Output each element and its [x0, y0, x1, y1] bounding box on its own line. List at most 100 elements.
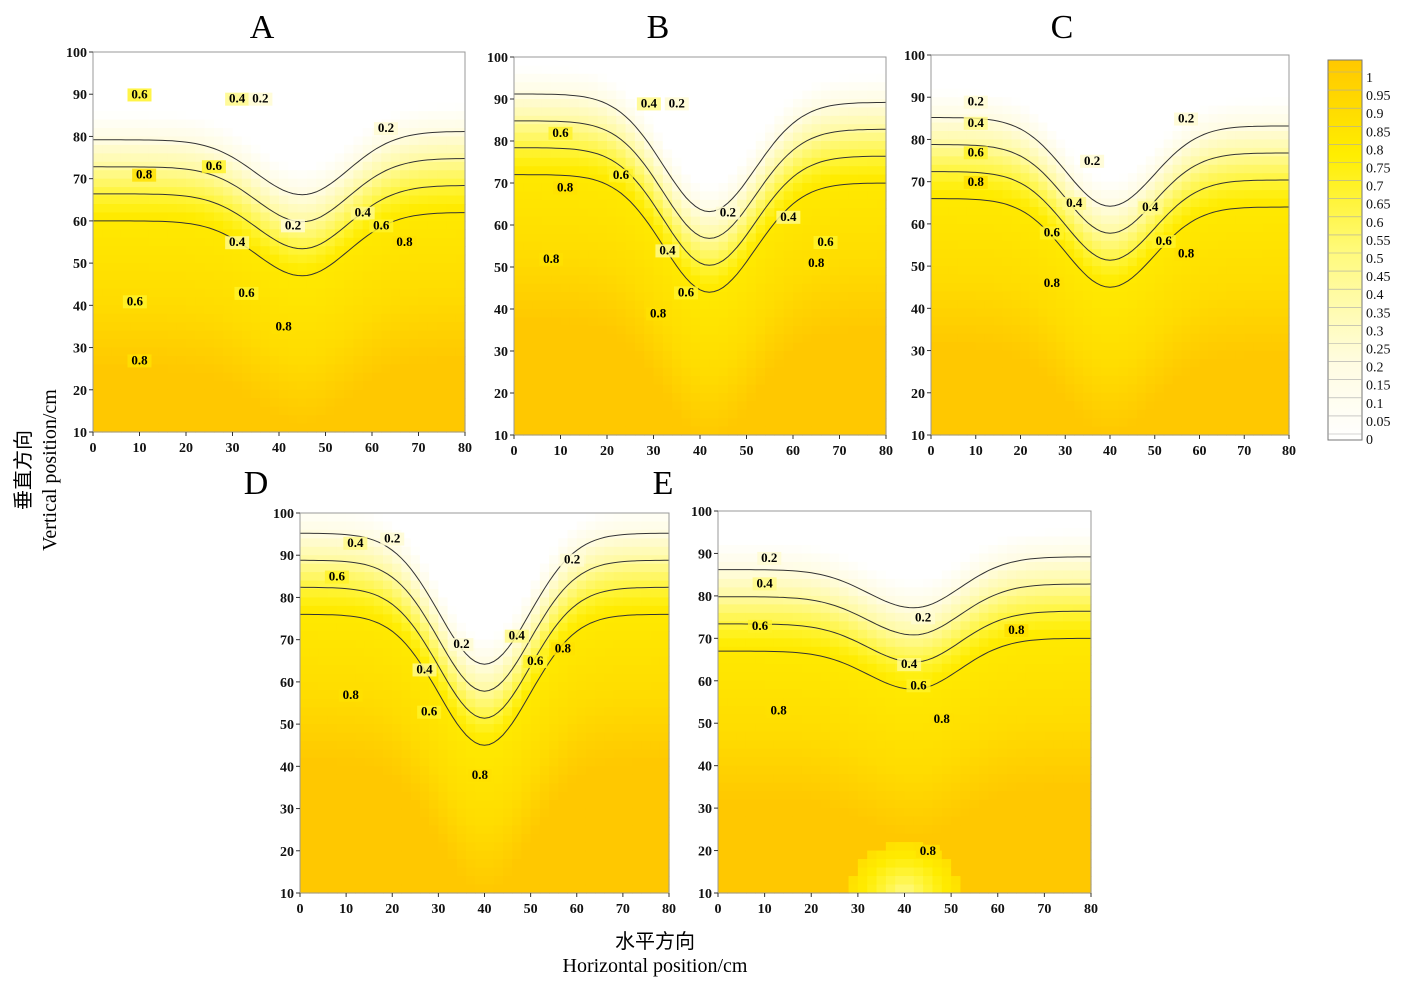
heat-cell [541, 90, 552, 100]
heat-cell [975, 266, 986, 276]
heat-cell [372, 288, 382, 298]
heat-cell [418, 271, 429, 281]
heat-cell [839, 208, 850, 218]
heat-cell [931, 131, 941, 141]
heat-cell [1127, 359, 1138, 369]
heat-cell [1101, 274, 1111, 284]
heat-cell [232, 153, 243, 163]
heat-cell [325, 398, 336, 408]
heat-cell [399, 187, 410, 197]
contour-label: 0.8 [396, 234, 413, 249]
heat-cell [634, 115, 645, 125]
heat-cell [1154, 283, 1165, 293]
heat-cell [579, 393, 589, 402]
heat-cell [737, 250, 748, 260]
heat-cell [130, 111, 141, 121]
heat-cell [213, 144, 224, 154]
heat-cell [1083, 308, 1093, 318]
heat-cell [241, 212, 252, 222]
heat-cell [232, 389, 243, 399]
heat-cell [381, 111, 392, 121]
heat-cell [316, 381, 327, 391]
heat-cell [867, 225, 878, 234]
heat-cell [876, 300, 887, 310]
heat-cell [1002, 350, 1013, 360]
heat-cell [662, 174, 673, 184]
heat-cell [1110, 342, 1120, 352]
heat-cell [437, 423, 447, 433]
heat-cell [353, 381, 364, 391]
heat-cell [839, 409, 850, 419]
heat-cell [195, 381, 206, 391]
heat-cell [931, 299, 941, 309]
heat-cell [858, 367, 868, 377]
heat-cell [260, 136, 271, 146]
heat-cell [718, 73, 729, 83]
heat-cell [1145, 190, 1156, 200]
heat-cell [1038, 215, 1048, 225]
heat-cell [975, 249, 986, 259]
heat-cell [597, 115, 608, 125]
heat-cell [93, 364, 103, 374]
heat-cell [204, 330, 215, 340]
heat-cell [325, 52, 336, 62]
heat-cell [616, 183, 627, 192]
heat-cell [111, 389, 122, 399]
heat-cell [1002, 375, 1013, 385]
contour-label-bg [127, 354, 152, 368]
heat-cell [653, 82, 664, 92]
heat-cell [362, 381, 373, 391]
heat-cell [1172, 308, 1183, 318]
heat-cell [279, 178, 289, 188]
heat-cell [737, 283, 748, 293]
heat-cell [681, 325, 692, 335]
heat-cell [186, 347, 196, 357]
heat-cell [269, 389, 280, 399]
heat-cell [1002, 139, 1013, 149]
heat-cell [700, 275, 710, 285]
heat-cell [993, 207, 1004, 217]
heat-cell [120, 77, 131, 87]
heat-cell [931, 105, 941, 115]
heat-cell [120, 364, 131, 374]
panel-e-title: E [653, 465, 674, 502]
heat-cell [939, 190, 950, 200]
heat-cell [176, 288, 187, 298]
heat-cell [793, 82, 803, 92]
heat-cell [755, 73, 766, 83]
heat-cell [306, 60, 317, 70]
heat-cell [130, 204, 141, 214]
heat-cell [625, 241, 636, 251]
heat-cell [158, 263, 168, 273]
heat-cell [1154, 299, 1165, 309]
heat-cell [1110, 131, 1120, 141]
heat-cell [102, 288, 113, 298]
heat-cell [532, 292, 543, 302]
heat-cell [867, 342, 878, 352]
heat-cell [718, 393, 729, 402]
heat-cell [931, 156, 941, 166]
heat-cell [616, 384, 627, 394]
heat-cell [260, 68, 271, 78]
heat-cell [241, 296, 252, 306]
panel-c: 0.20.20.40.60.20.80.4 0.40.60.60.80.80 10 2… [904, 49, 1296, 459]
heat-cell [579, 367, 589, 377]
heat-cell [102, 356, 113, 366]
heat-cell [362, 136, 373, 146]
heat-cell [455, 288, 466, 298]
heat-cell [139, 187, 150, 197]
heat-cell [939, 114, 950, 124]
heat-cell [1002, 63, 1013, 73]
heat-cell [158, 94, 168, 104]
heat-cell [993, 240, 1004, 250]
heat-cell [616, 393, 627, 402]
heat-cell [390, 263, 401, 273]
heat-cell [102, 372, 113, 382]
heat-cell [839, 73, 850, 83]
heat-cell [597, 275, 608, 285]
heat-cell [334, 102, 345, 112]
heat-cell [455, 246, 466, 256]
heat-cell [755, 174, 766, 184]
heat-cell [811, 351, 822, 360]
heat-cell [1101, 266, 1111, 276]
